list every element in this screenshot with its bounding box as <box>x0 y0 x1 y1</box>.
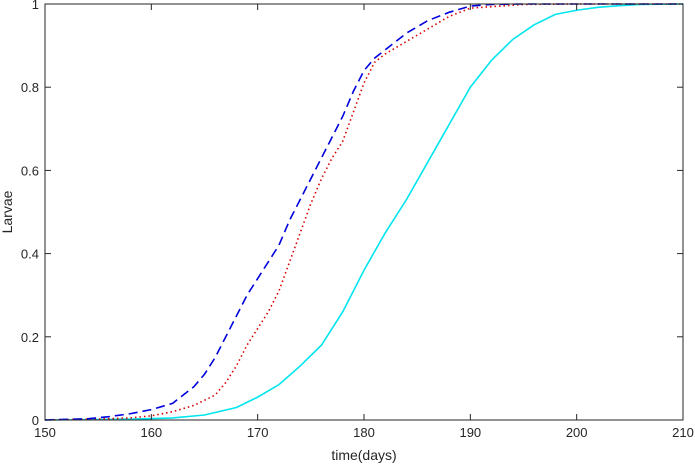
y-axis-label: Larvae <box>0 190 15 233</box>
series-dashed-line <box>44 3 683 421</box>
plot-frame <box>44 3 684 421</box>
x-tick-label: 210 <box>672 425 694 440</box>
x-tick-label: 170 <box>247 425 269 440</box>
series-dotted-line <box>44 3 683 421</box>
y-tick-label: 0 <box>32 413 39 428</box>
x-tick-label: 190 <box>459 425 481 440</box>
x-tick-label: 180 <box>353 425 375 440</box>
axes-layer <box>44 3 684 421</box>
y-tick-label: 1 <box>32 0 39 12</box>
x-tick-label: 160 <box>140 425 162 440</box>
y-tick-label: 0.4 <box>21 247 39 262</box>
ticks-layer: 150 160 170 180 190 200 210 0 0.2 0.4 0.6 0.8 1 <box>21 0 694 440</box>
series-solid-line <box>44 3 684 421</box>
x-tick-label: 200 <box>566 425 588 440</box>
y-tick-label: 0.6 <box>21 163 39 178</box>
series-layer <box>44 3 684 421</box>
y-tick-label: 0.8 <box>21 80 39 95</box>
y-tick-label: 0.2 <box>21 330 39 345</box>
x-tick-label: 150 <box>34 425 56 440</box>
x-axis-label: time(days) <box>331 447 396 463</box>
